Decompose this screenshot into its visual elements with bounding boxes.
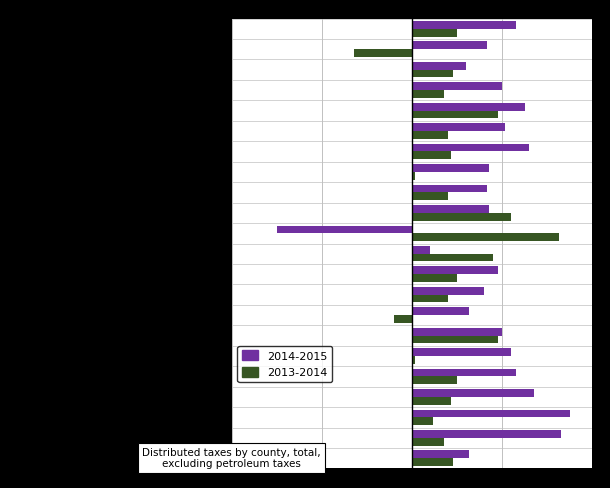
- Bar: [412, 295, 448, 303]
- Bar: [412, 410, 570, 417]
- Bar: [412, 389, 534, 397]
- Bar: [412, 458, 453, 466]
- Bar: [412, 267, 498, 275]
- Bar: [412, 328, 501, 336]
- Bar: [412, 438, 444, 446]
- Bar: [412, 254, 493, 262]
- Bar: [412, 369, 516, 377]
- Bar: [412, 450, 469, 458]
- Bar: [412, 103, 525, 111]
- Bar: [412, 356, 415, 364]
- Bar: [412, 246, 429, 254]
- Bar: [412, 111, 498, 119]
- Bar: [412, 275, 457, 283]
- Bar: [412, 193, 448, 201]
- Bar: [354, 50, 412, 58]
- Text: Distributed taxes by county, total,
excluding petroleum taxes: Distributed taxes by county, total, excl…: [143, 447, 321, 468]
- Bar: [412, 63, 466, 71]
- Bar: [412, 348, 511, 356]
- Legend: 2014-2015, 2013-2014: 2014-2015, 2013-2014: [237, 346, 332, 382]
- Bar: [412, 42, 487, 50]
- Bar: [412, 165, 489, 173]
- Bar: [412, 377, 457, 385]
- Bar: [412, 30, 457, 38]
- Bar: [412, 213, 511, 221]
- Bar: [412, 152, 451, 160]
- Bar: [412, 132, 448, 140]
- Bar: [412, 185, 487, 193]
- Bar: [412, 173, 415, 181]
- Bar: [412, 234, 559, 242]
- Bar: [412, 144, 529, 152]
- Bar: [412, 124, 505, 132]
- Bar: [412, 417, 433, 425]
- Bar: [394, 315, 412, 323]
- Bar: [412, 287, 484, 295]
- Bar: [412, 307, 469, 315]
- Bar: [412, 83, 501, 91]
- Bar: [412, 205, 489, 213]
- Bar: [412, 430, 561, 438]
- Bar: [412, 91, 444, 99]
- Bar: [412, 336, 498, 344]
- Bar: [412, 71, 453, 78]
- Bar: [277, 226, 412, 234]
- Bar: [412, 22, 516, 30]
- Bar: [412, 397, 451, 405]
